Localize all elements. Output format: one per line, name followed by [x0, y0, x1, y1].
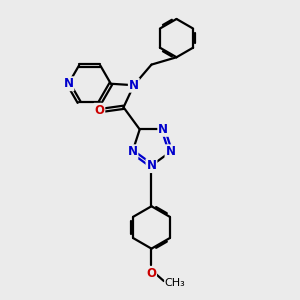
- Text: N: N: [158, 123, 168, 136]
- Text: N: N: [63, 77, 74, 90]
- Text: N: N: [128, 145, 137, 158]
- Text: O: O: [146, 267, 157, 280]
- Text: O: O: [94, 104, 104, 117]
- Text: CH₃: CH₃: [165, 278, 185, 288]
- Text: N: N: [129, 79, 139, 92]
- Text: N: N: [146, 159, 157, 172]
- Text: N: N: [166, 145, 176, 158]
